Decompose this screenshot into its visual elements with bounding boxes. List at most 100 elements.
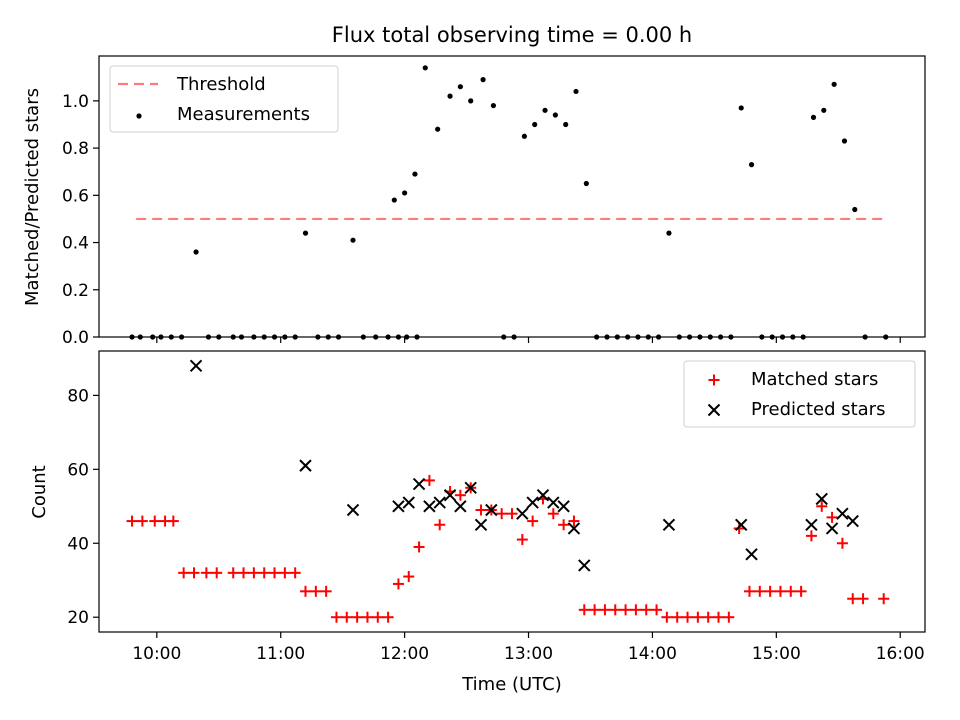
measurement-point: [738, 105, 744, 111]
predicted-star-point: [423, 500, 436, 513]
matched-star-point: [341, 611, 353, 623]
measurement-point: [790, 334, 796, 340]
matched-star-point: [279, 567, 291, 579]
matched-star-point: [372, 611, 384, 623]
predicted-star-point: [412, 477, 426, 491]
predicted-star-point: [825, 522, 839, 535]
matched-star-point: [248, 567, 260, 579]
matched-star-point: [795, 585, 807, 597]
measurement-point: [831, 81, 837, 87]
matched-star-point: [454, 489, 466, 501]
matched-star-point: [589, 604, 601, 616]
measurement-point: [412, 171, 418, 177]
y-tick-label: 0.2: [62, 281, 89, 301]
measurement-point: [414, 334, 420, 340]
predicted-star-point: [567, 522, 581, 535]
measurement-point: [594, 334, 600, 340]
matched-star-point: [713, 611, 724, 623]
measurement-point: [261, 334, 267, 340]
measurement-point: [697, 334, 703, 340]
measurement-point: [532, 121, 538, 128]
measurement-point: [350, 237, 356, 243]
measurement-point: [271, 334, 278, 340]
measurement-point: [385, 334, 391, 340]
bottom-legend-box: [683, 360, 916, 428]
y-tick-label: 0.6: [62, 186, 89, 206]
measurement-point: [676, 334, 682, 340]
legend-predicted-label: Predicted stars: [751, 399, 885, 420]
y-tick-label: 20: [67, 608, 89, 628]
measurement-point: [614, 334, 620, 340]
matched-star-point: [149, 515, 161, 527]
matched-star-point: [785, 585, 797, 597]
measurement-point: [521, 133, 527, 139]
measurement-point: [490, 102, 497, 109]
measurement-point: [769, 334, 775, 340]
predicted-star-point: [578, 559, 591, 572]
measurement-point: [625, 334, 631, 340]
top-y-axis: 0.0 0.2 0.4 0.6 0.8 1.0: [62, 92, 99, 348]
matched-star-point: [661, 611, 673, 623]
matched-star-point: [320, 585, 332, 597]
measurement-point: [821, 107, 827, 113]
matched-star-point: [723, 611, 735, 623]
measurement-point: [179, 334, 185, 340]
measurement-point: [395, 334, 402, 340]
measurement-point: [573, 88, 579, 95]
matched-star-point: [826, 511, 838, 523]
x-tick-label: 10:00: [132, 644, 181, 664]
matched-star-point: [434, 519, 446, 531]
predicted-star-point: [454, 500, 467, 513]
matched-star-point: [475, 504, 487, 516]
y-tick-label: 60: [67, 460, 89, 480]
measurement-point: [552, 112, 558, 118]
matched-star-point: [651, 604, 663, 616]
x-tick-label: 13:00: [504, 644, 553, 664]
matched-star-point: [211, 567, 223, 579]
bottom-y-axis-label: Count: [29, 465, 50, 518]
x-tick-label: 16:00: [876, 644, 925, 664]
matched-star-point: [423, 474, 435, 486]
x-tick-label: 12:00: [380, 644, 429, 664]
predicted-star-point: [443, 488, 457, 502]
predicted-star-point: [392, 500, 405, 513]
matched-stars-series: [126, 474, 890, 623]
bottom-axes-frame: [98, 350, 926, 633]
matched-star-point: [506, 508, 518, 520]
chart-title: Flux total observing time = 0.00 h: [332, 23, 692, 47]
measurement-point: [457, 84, 463, 90]
measurement-point: [402, 190, 408, 196]
measurement-point: [251, 334, 257, 340]
measurement-point: [435, 126, 441, 132]
measurement-point: [656, 334, 662, 340]
matched-star-point: [609, 604, 621, 616]
measurement-point: [193, 249, 199, 255]
measurement-point: [292, 334, 298, 340]
matched-star-point: [136, 515, 148, 527]
predicted-star-point: [536, 488, 550, 502]
legend-matched-marker: [708, 374, 720, 386]
matched-star-point: [258, 567, 270, 579]
matched-star-point: [774, 585, 786, 597]
predicted-star-point: [547, 496, 560, 509]
matched-star-point: [578, 604, 590, 616]
predicted-star-point: [805, 518, 818, 531]
measurement-point: [150, 334, 156, 340]
matched-star-point: [167, 515, 179, 527]
matched-star-point: [330, 611, 342, 623]
matched-star-point: [754, 585, 766, 597]
matched-star-point: [702, 611, 714, 623]
measurement-point: [748, 162, 755, 168]
measurement-point: [282, 334, 288, 340]
legend-threshold-label: Threshold: [176, 74, 266, 95]
matched-star-point: [516, 534, 528, 546]
matched-star-point: [351, 611, 363, 623]
legend-matched-label: Matched stars: [751, 369, 878, 390]
predicted-star-point: [735, 518, 748, 531]
measurement-point: [302, 230, 309, 236]
matched-star-point: [227, 567, 239, 579]
matched-star-point: [200, 567, 212, 579]
matched-star-point: [547, 508, 559, 520]
predicted-star-point: [745, 548, 758, 561]
